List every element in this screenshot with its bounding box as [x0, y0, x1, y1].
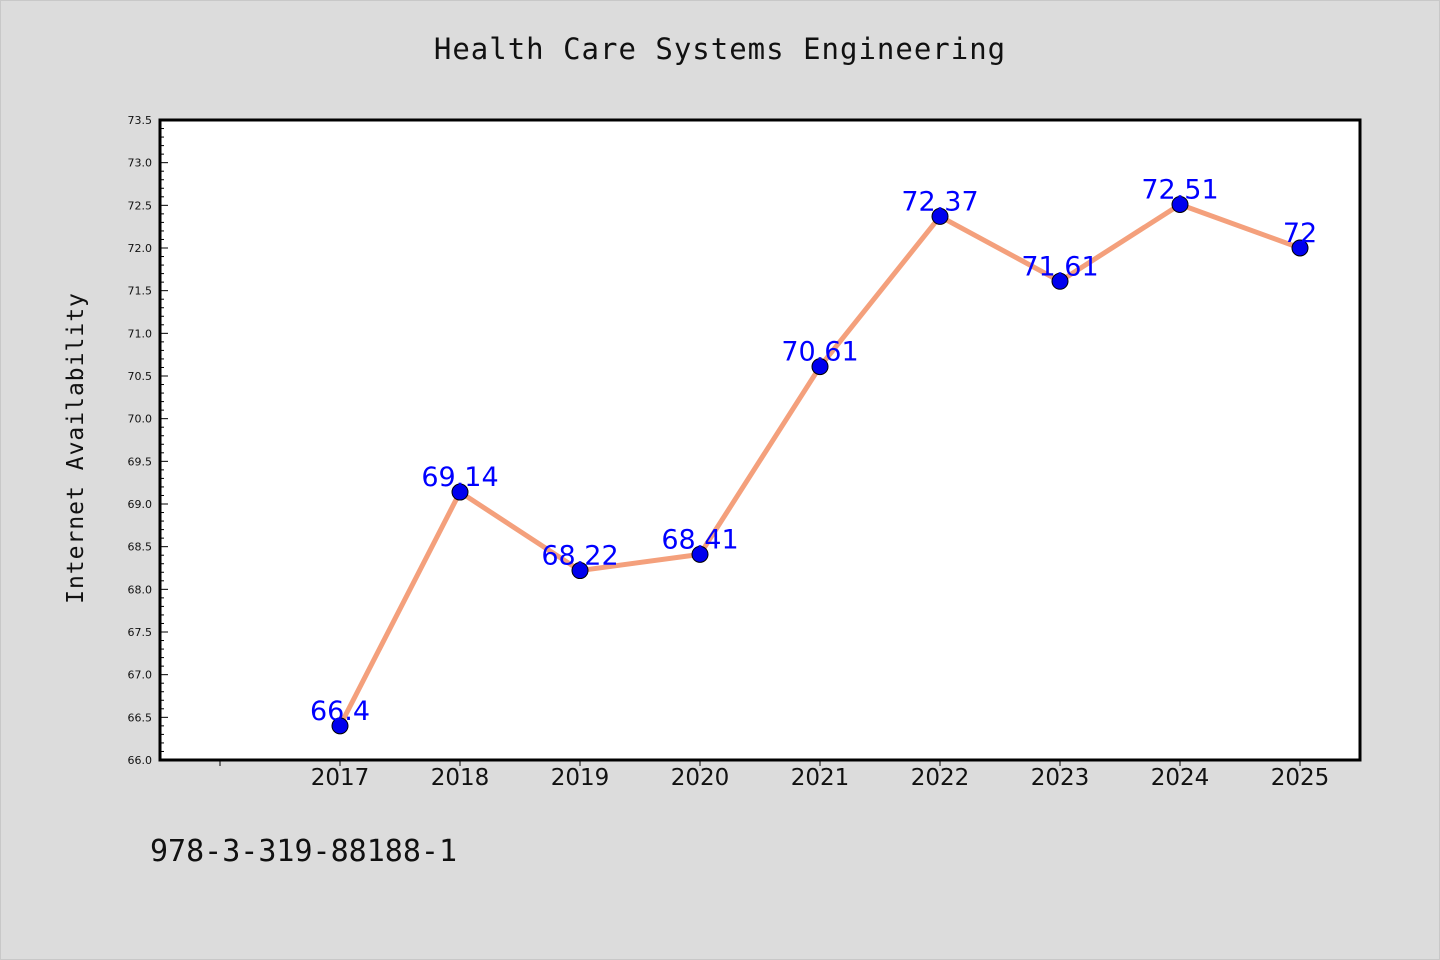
x-tick-label: 2022: [911, 765, 970, 791]
data-label: 68.22: [541, 541, 618, 572]
chart-title: Health Care Systems Engineering: [433, 32, 1007, 66]
y-tick-label: 67.0: [128, 669, 153, 682]
x-tick-label: 2017: [311, 765, 370, 791]
data-point: [1171, 195, 1189, 213]
y-tick-label: 70.0: [128, 413, 153, 426]
data-point: [451, 483, 469, 501]
y-tick-label: 71.5: [128, 285, 153, 298]
y-tick-label: 70.5: [128, 370, 153, 383]
y-tick-label: 73.0: [128, 157, 153, 170]
y-tick-label: 73.5: [128, 114, 153, 127]
data-label: 70.61: [781, 337, 858, 368]
y-tick-label: 72.0: [128, 242, 153, 255]
x-tick-label: 2024: [1151, 765, 1210, 791]
data-label: 72.37: [901, 186, 978, 217]
data-point: [1291, 239, 1309, 257]
y-tick-label: 69.5: [128, 455, 153, 468]
x-tick-label: 2018: [431, 765, 490, 791]
data-label: 71.61: [1021, 251, 1098, 282]
data-point: [811, 358, 829, 376]
y-tick-label: 71.0: [128, 327, 153, 340]
data-point: [1051, 272, 1069, 290]
y-tick-label: 66.0: [128, 754, 153, 767]
data-label: 69.14: [421, 462, 498, 493]
footer-code: 978-3-319-88188-1: [150, 834, 458, 869]
data-label: 68.41: [661, 524, 738, 555]
data-label: 66.4: [310, 696, 370, 727]
x-tick-label: 2021: [791, 765, 850, 791]
data-label: 72.51: [1141, 174, 1218, 205]
x-tick-label: 2019: [551, 765, 610, 791]
x-tick-label: 2025: [1271, 765, 1330, 791]
y-tick-label: 66.5: [128, 711, 153, 724]
data-point: [571, 562, 589, 580]
y-tick-label: 69.0: [128, 498, 153, 511]
data-point: [331, 717, 349, 735]
y-tick-label: 68.0: [128, 583, 153, 596]
data-label: 72: [1283, 218, 1317, 249]
y-tick-label: 72.5: [128, 199, 153, 212]
data-point: [691, 545, 709, 563]
x-tick-label: 2020: [671, 765, 730, 791]
y-tick-label: 68.5: [128, 541, 153, 554]
x-tick-label: 2023: [1031, 765, 1090, 791]
y-tick-label: 67.5: [128, 626, 153, 639]
plot-area: [158, 118, 1362, 762]
data-point: [931, 207, 949, 225]
